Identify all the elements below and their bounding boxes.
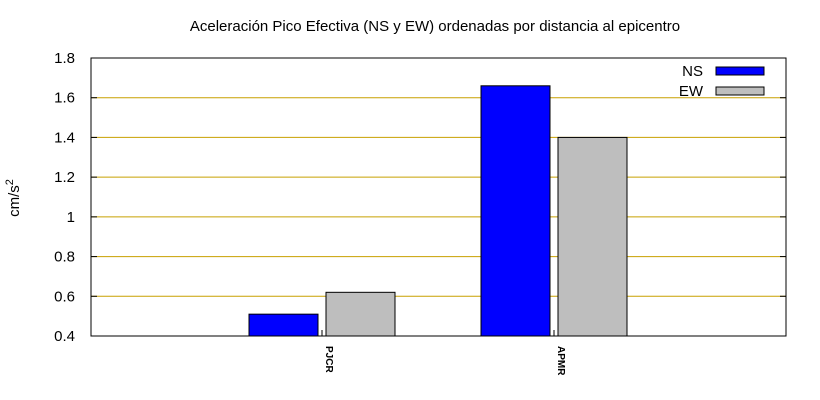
legend-label-ns: NS — [682, 63, 703, 80]
y-tick-label: 1.6 — [54, 90, 75, 107]
y-tick-label: 0.4 — [54, 328, 75, 345]
y-tick-label: 1.4 — [54, 129, 75, 146]
bars — [248, 85, 628, 337]
bar-ns-apmr — [480, 85, 551, 337]
y-axis-label-text: cm/s — [6, 185, 23, 217]
y-tick-label: 1.8 — [54, 50, 75, 67]
legend-swatch-ns — [715, 66, 765, 76]
y-tick-label: 1 — [67, 209, 75, 226]
legend-swatch-ew — [715, 86, 765, 96]
y-tick-label: 0.6 — [54, 288, 75, 305]
y-axis-label-superscript: 2 — [4, 179, 16, 185]
chart-title: Aceleración Pico Efectiva (NS y EW) orde… — [190, 18, 680, 35]
bar-ew-pjcr — [325, 291, 396, 337]
y-tick-label: 0.8 — [54, 249, 75, 266]
svg-text:cm/s2: cm/s2 — [4, 179, 23, 217]
gridlines — [91, 97, 786, 297]
legend: NS EW — [679, 63, 765, 100]
legend-label-ew: EW — [679, 83, 704, 100]
x-tick-label: APMR — [555, 346, 566, 376]
x-axis-categories: PJCR APMR — [321, 330, 566, 376]
x-tick-label: PJCR — [323, 346, 334, 373]
y-tick-label: 1.2 — [54, 169, 75, 186]
y-axis-label: cm/s2 — [4, 179, 23, 217]
plot-frame — [90, 57, 787, 337]
bar-ns-pjcr — [248, 313, 319, 337]
bar-ew-apmr — [557, 136, 628, 337]
y-axis-ticks: 0.4 0.6 0.8 1 1.2 1.4 1.6 1.8 — [54, 50, 786, 345]
